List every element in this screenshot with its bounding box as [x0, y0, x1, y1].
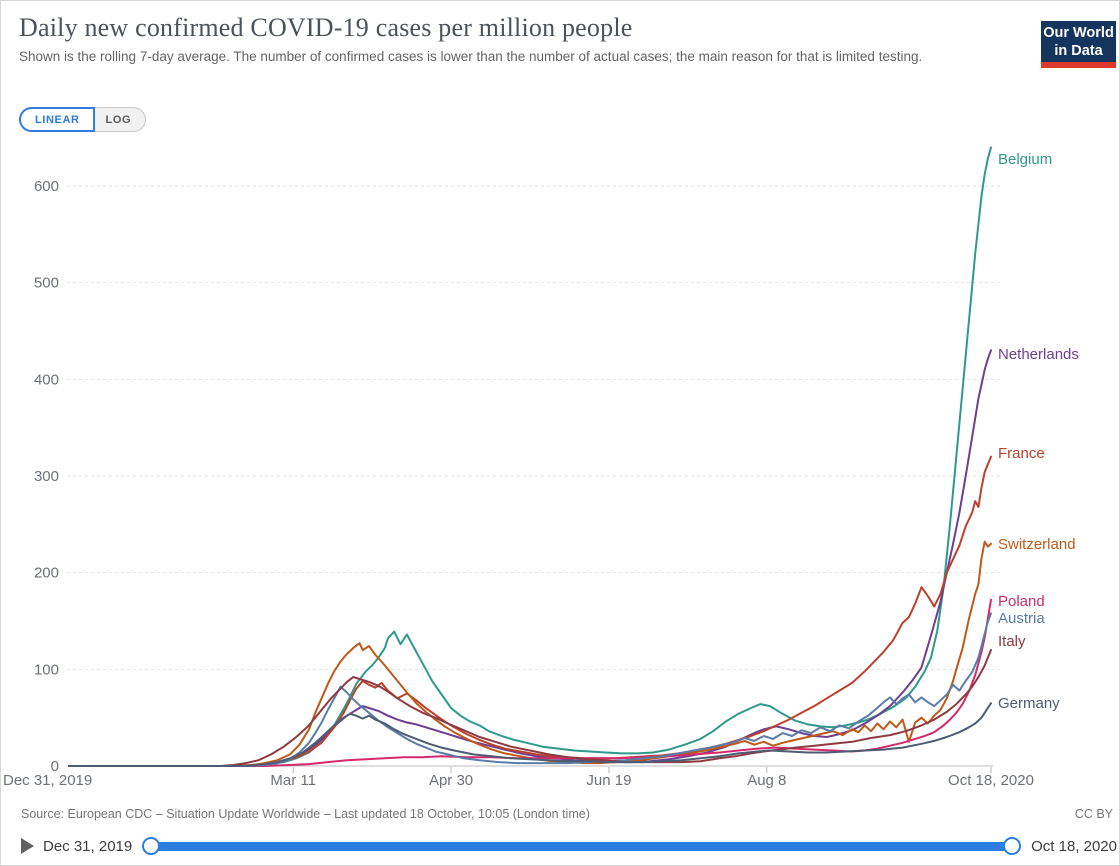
series-line-france [68, 455, 992, 767]
y-tick-label-0: 0 [51, 758, 59, 775]
timeline: Dec 31, 2019 Oct 18, 2020 [21, 832, 1117, 860]
series-line-netherlands [68, 349, 992, 767]
y-tick-label-600: 600 [34, 178, 59, 195]
y-tick-label-500: 500 [34, 275, 59, 292]
scale-toggle: LINEAR LOG [19, 107, 147, 132]
owid-logo-red-bar [1041, 62, 1116, 68]
chart-canvas: 0 100 200 300 400 500 600 Dec 31, 2019 Mar 11 Apr… [3, 146, 1079, 789]
series-line-poland [68, 598, 992, 767]
series-line-switzerland [68, 540, 992, 767]
timeline-end-date: Oct 18, 2020 [1031, 837, 1117, 855]
x-tick-label: Mar 11 [270, 772, 316, 789]
series-label-switzerland[interactable]: Switzerland [998, 536, 1076, 553]
series-label-germany[interactable]: Germany [998, 695, 1060, 712]
chart-subtitle: Shown is the rolling 7-day average. The … [19, 49, 923, 64]
x-tick-label: Jun 19 [586, 772, 631, 789]
series-label-poland[interactable]: Poland [998, 593, 1045, 610]
series-line-belgium [68, 146, 992, 767]
y-tick-label-300: 300 [34, 468, 59, 485]
series-line-austria [68, 612, 992, 767]
timeline-handle-end[interactable] [1003, 837, 1022, 855]
chart-title: Daily new confirmed COVID-19 cases per m… [19, 13, 633, 42]
x-tick-label: Aug 8 [747, 772, 786, 789]
x-tick-label: Dec 31, 2019 [3, 772, 92, 789]
log-scale-button[interactable]: LOG [94, 107, 147, 132]
series-label-austria[interactable]: Austria [998, 610, 1045, 627]
owid-logo-line1: Our World [1043, 25, 1114, 41]
series-label-italy[interactable]: Italy [998, 633, 1026, 650]
source-text: Source: European CDC – Situation Update … [21, 807, 590, 821]
series-line-italy [68, 649, 992, 767]
x-tick-label: Oct 18, 2020 [948, 772, 1034, 789]
x-tick-label: Apr 30 [429, 772, 473, 789]
timeline-start-date: Dec 31, 2019 [43, 837, 133, 855]
y-tick-label-400: 400 [34, 371, 59, 388]
linear-scale-button[interactable]: LINEAR [19, 107, 95, 132]
owid-logo-line2: in Data [1054, 42, 1103, 59]
timeline-track[interactable] [150, 842, 1014, 851]
chart-header: Daily new confirmed COVID-19 cases per m… [19, 13, 999, 67]
series-label-belgium[interactable]: Belgium [998, 151, 1052, 168]
play-icon[interactable] [21, 838, 34, 854]
series-label-netherlands[interactable]: Netherlands [998, 346, 1079, 363]
y-tick-label-100: 100 [34, 661, 59, 678]
y-tick-label-200: 200 [34, 565, 59, 582]
series-label-france[interactable]: France [998, 445, 1045, 462]
owid-logo[interactable]: Our World in Data [1041, 21, 1116, 68]
timeline-slider[interactable] [142, 836, 1022, 856]
timeline-handle-start[interactable] [142, 837, 161, 855]
footer-row: Source: European CDC – Situation Update … [21, 807, 1113, 821]
license-link[interactable]: CC BY [1074, 807, 1113, 821]
series-line-germany [68, 702, 992, 767]
